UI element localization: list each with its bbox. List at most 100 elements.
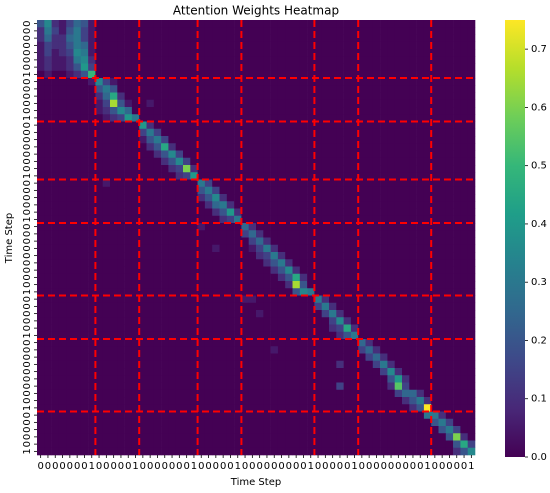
- heatmap-cell: [95, 339, 103, 347]
- heatmap-cell: [431, 20, 439, 28]
- heatmap-cell: [80, 411, 89, 420]
- heatmap-cell: [460, 310, 468, 318]
- heatmap-cell: [460, 317, 468, 325]
- heatmap-cell: [358, 107, 366, 115]
- heatmap-cell: [285, 230, 293, 238]
- heatmap-cell: [153, 136, 162, 144]
- heatmap-cell: [117, 281, 125, 289]
- heatmap-cell: [380, 208, 388, 217]
- heatmap-cell: [416, 353, 425, 362]
- heatmap-cell: [270, 78, 279, 86]
- heatmap-cell: [110, 353, 118, 362]
- heatmap-cell: [416, 382, 425, 391]
- heatmap-cell: [460, 20, 468, 28]
- heatmap-cell: [168, 288, 176, 296]
- heatmap-cell: [124, 63, 133, 72]
- heatmap-cell: [336, 194, 344, 202]
- heatmap-cell: [460, 433, 468, 441]
- heatmap-cell: [460, 201, 468, 209]
- heatmap-cell: [416, 172, 425, 180]
- heatmap-cell: [314, 375, 322, 383]
- heatmap-cell: [270, 41, 279, 50]
- boundary-lines: [37, 20, 475, 455]
- heatmap-cell: [95, 317, 103, 325]
- heatmap-cell: [314, 136, 322, 144]
- heatmap-cell: [73, 353, 82, 362]
- heatmap-cell: [402, 411, 410, 420]
- heatmap-cell: [336, 259, 344, 267]
- heatmap-cell: [248, 208, 257, 217]
- heatmap-cell: [234, 230, 242, 238]
- heatmap-cell: [168, 20, 176, 28]
- heatmap-cell: [51, 107, 60, 115]
- heatmap-cell: [445, 353, 454, 362]
- heatmap-cell: [467, 382, 476, 391]
- heatmap-cell: [146, 157, 155, 166]
- heatmap-cell: [168, 375, 176, 383]
- heatmap-cell: [110, 114, 118, 122]
- heatmap-cell: [95, 63, 103, 72]
- heatmap-cell: [365, 34, 374, 43]
- heatmap-cell: [321, 179, 330, 188]
- heatmap-cell: [387, 404, 395, 412]
- heatmap-cell: [102, 70, 111, 79]
- heatmap-cell: [190, 215, 198, 224]
- heatmap-cell: [277, 85, 286, 93]
- y-tick-label: 0: [22, 281, 33, 287]
- heatmap-cell: [80, 331, 89, 340]
- heatmap-cell: [248, 324, 257, 333]
- x-tick-label: 0: [154, 461, 160, 472]
- heatmap-cell: [248, 70, 257, 79]
- heatmap-cell: [380, 27, 388, 35]
- heatmap-cell: [467, 404, 476, 412]
- heatmap-cell: [329, 136, 337, 144]
- heatmap-cell: [256, 114, 264, 122]
- heatmap-cell: [124, 244, 133, 253]
- heatmap-cell: [44, 346, 52, 354]
- heatmap-cell: [175, 324, 184, 333]
- heatmap-cell: [161, 150, 169, 159]
- heatmap-cell: [44, 114, 52, 122]
- heatmap-cell: [409, 440, 417, 449]
- heatmap-cell: [438, 440, 447, 449]
- heatmap-cell: [212, 288, 220, 296]
- heatmap-cell: [212, 194, 220, 202]
- heatmap-cell: [95, 273, 103, 282]
- heatmap-cell: [321, 360, 330, 369]
- heatmap-cell: [453, 426, 461, 434]
- heatmap-cell: [175, 70, 184, 79]
- heatmap-cell: [394, 382, 403, 391]
- heatmap-cell: [336, 56, 344, 64]
- heatmap-cell: [453, 172, 461, 180]
- heatmap-cell: [183, 78, 191, 86]
- heatmap-cell: [409, 295, 417, 304]
- heatmap-cell: [131, 136, 140, 144]
- heatmap-cell: [51, 85, 60, 93]
- heatmap-cell: [124, 215, 133, 224]
- x-tick-label: 0: [147, 461, 153, 472]
- heatmap-cell: [299, 302, 308, 311]
- heatmap-cell: [343, 382, 352, 391]
- heatmap-cell: [44, 266, 52, 275]
- heatmap-cell: [58, 49, 67, 57]
- heatmap-cell: [299, 244, 308, 253]
- heatmap-cell: [402, 302, 410, 311]
- heatmap-cell: [460, 252, 468, 260]
- heatmap-cell: [350, 165, 359, 173]
- heatmap-cell: [146, 201, 155, 209]
- heatmap-cell: [110, 85, 118, 93]
- heatmap-cell: [219, 223, 228, 231]
- heatmap-cell: [256, 317, 264, 325]
- heatmap-cell: [51, 99, 60, 108]
- heatmap-cell: [44, 259, 52, 267]
- heatmap-cell: [329, 360, 337, 369]
- heatmap-cell: [292, 418, 301, 427]
- heatmap-cell: [234, 70, 242, 79]
- heatmap-cell: [380, 266, 388, 275]
- heatmap-cell: [445, 237, 454, 246]
- heatmap-cell: [95, 252, 103, 260]
- heatmap-cell: [270, 165, 279, 173]
- heatmap-cell: [95, 121, 103, 130]
- heatmap-cell: [95, 99, 103, 108]
- heatmap-cell: [44, 157, 52, 166]
